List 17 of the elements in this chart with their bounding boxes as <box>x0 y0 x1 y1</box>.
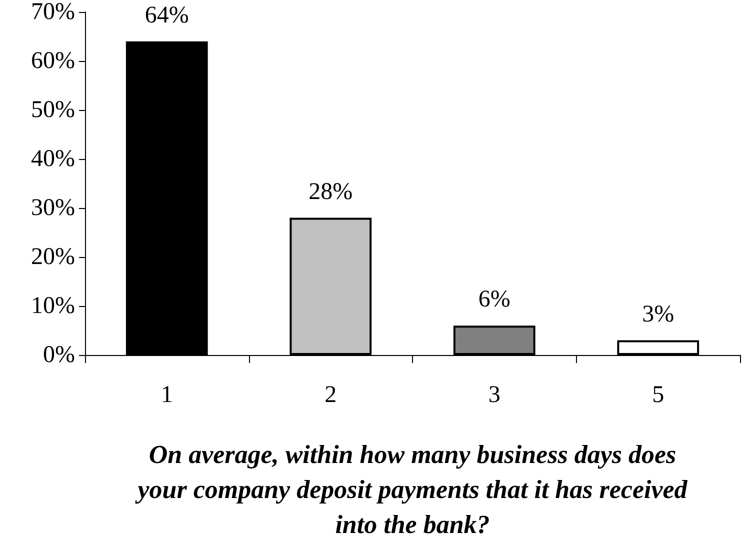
x-tick-label: 5 <box>652 382 664 408</box>
x-axis-title: On average, within how many business days does your company deposit payments that it has received into the bank? <box>134 440 688 539</box>
y-tick-label: 40% <box>31 146 75 172</box>
y-tick-label: 50% <box>31 97 75 123</box>
data-label: 6% <box>478 286 510 313</box>
y-tick-label: 30% <box>31 195 75 221</box>
data-label: 28% <box>308 178 353 205</box>
x-tick-label: 1 <box>160 382 173 408</box>
y-tick-label: 0% <box>43 342 75 368</box>
x-tick-label: 3 <box>488 382 500 408</box>
x-tick-label: 2 <box>324 382 337 408</box>
y-tick-label: 60% <box>31 48 75 74</box>
data-label: 3% <box>642 301 674 328</box>
y-tick-label: 70% <box>31 0 75 25</box>
y-tick-label: 20% <box>31 244 75 270</box>
y-tick-label: 10% <box>31 293 75 319</box>
data-label: 64% <box>144 2 189 28</box>
